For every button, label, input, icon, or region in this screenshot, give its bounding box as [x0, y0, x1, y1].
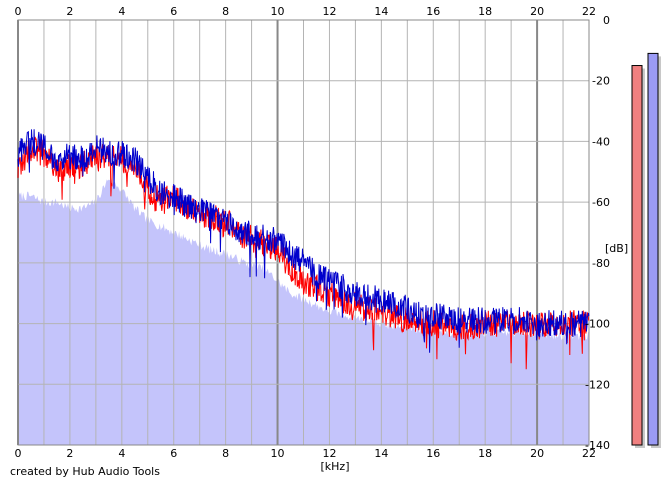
x-tick-label-bottom: 4 [118, 447, 125, 460]
x-axis-label: [kHz] [321, 460, 350, 473]
y-tick-label: -40 [592, 135, 610, 148]
x-tick-label-top: 18 [478, 5, 492, 18]
level-meter-left [631, 65, 643, 446]
x-tick-label-top: 14 [374, 5, 388, 18]
y-tick-label: -100 [585, 318, 610, 331]
y-axis-label: [dB] [605, 242, 628, 255]
x-tick-label-bottom: 8 [222, 447, 229, 460]
x-tick-label-top: 22 [582, 5, 596, 18]
x-tick-label-bottom: 2 [66, 447, 73, 460]
x-tick-label-bottom: 0 [15, 447, 22, 460]
level-meter-layer [631, 52, 661, 449]
y-tick-label: -120 [585, 378, 610, 391]
grid-layer [17, 19, 590, 446]
x-tick-label-top: 12 [322, 5, 336, 18]
x-tick-label-bottom: 16 [426, 447, 440, 460]
x-tick-label-bottom: 18 [478, 447, 492, 460]
y-tick-label: -20 [592, 75, 610, 88]
y-tick-label: -60 [592, 196, 610, 209]
x-tick-label-top: 0 [15, 5, 22, 18]
y-tick-label: -80 [592, 257, 610, 270]
y-tick-label: -140 [585, 439, 610, 452]
x-tick-label-top: 10 [271, 5, 285, 18]
plot-frame [17, 19, 590, 446]
series-line-right [17, 129, 590, 353]
x-tick-label-top: 2 [66, 5, 73, 18]
x-tick-label-bottom: 22 [582, 447, 596, 460]
x-tick-label-bottom: 12 [322, 447, 336, 460]
x-tick-label-top: 4 [118, 5, 125, 18]
x-tick-label-top: 6 [170, 5, 177, 18]
x-tick-label-top: 16 [426, 5, 440, 18]
credit-text: created by Hub Audio Tools [10, 465, 160, 478]
level-meter-right [647, 52, 659, 446]
series-layer [17, 129, 590, 370]
x-tick-label-top: 8 [222, 5, 229, 18]
x-tick-label-top: 20 [530, 5, 544, 18]
tick-label-layer: 002244668810101212141416161818202022220-… [15, 5, 611, 460]
y-tick-label: 0 [603, 14, 610, 27]
x-tick-label-bottom: 10 [271, 447, 285, 460]
x-tick-label-bottom: 20 [530, 447, 544, 460]
x-tick-label-bottom: 6 [170, 447, 177, 460]
x-tick-label-bottom: 14 [374, 447, 388, 460]
